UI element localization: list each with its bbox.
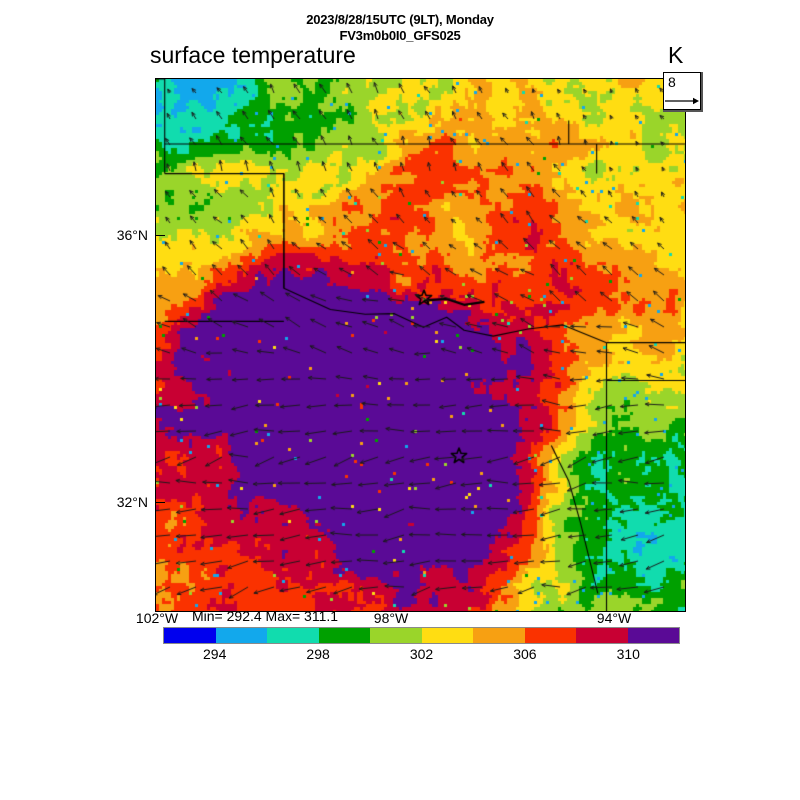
colorbar-segment-9 bbox=[627, 628, 679, 643]
wind-vector-arrow-icon bbox=[665, 97, 699, 105]
header-block: 2023/8/28/15UTC (9LT), Monday FV3m0b0I0_… bbox=[0, 0, 800, 78]
colorbar-segment-6 bbox=[473, 628, 525, 643]
colorbar-tick-label-294: 294 bbox=[203, 646, 227, 662]
colorbar-segment-4 bbox=[370, 628, 422, 643]
colorbar-tick-label-298: 298 bbox=[306, 646, 330, 662]
lat-tickmark-36N bbox=[156, 235, 165, 236]
colorbar-segment-5 bbox=[421, 628, 473, 643]
minmax-annotation: Min= 292.4 Max= 311.1 bbox=[192, 608, 339, 624]
lat-tick-label-36N: 36°N bbox=[116, 227, 148, 243]
wind-key-box bbox=[663, 72, 701, 110]
colorbar-segment-0 bbox=[164, 628, 216, 643]
wind-key-shadow bbox=[663, 72, 703, 112]
lon-tick-label-98W: 98°W bbox=[373, 610, 409, 626]
lat-tick-label-32N: 32°N bbox=[116, 494, 148, 510]
lon-tick-label-102W: 102°W bbox=[135, 610, 179, 626]
map-overlay-layer bbox=[156, 79, 685, 611]
units-label: K bbox=[668, 42, 684, 68]
colorbar-tick-label-302: 302 bbox=[409, 646, 434, 662]
date-title: 2023/8/28/15UTC (9LT), Monday bbox=[306, 12, 494, 27]
lon-tick-label-94W: 94°W bbox=[596, 610, 632, 626]
lat-tickmark-32N bbox=[156, 502, 165, 503]
colorbar[interactable] bbox=[163, 627, 680, 644]
colorbar-tick-label-306: 306 bbox=[513, 646, 537, 662]
colorbar-tick-label-310: 310 bbox=[616, 646, 640, 662]
colorbar-segment-2 bbox=[267, 628, 319, 643]
page-title: surface temperature bbox=[150, 42, 356, 68]
colorbar-segments[interactable] bbox=[163, 627, 680, 644]
colorbar-segment-8 bbox=[576, 628, 628, 643]
model-title: FV3m0b0I0_GFS025 bbox=[339, 28, 461, 43]
wind-key-value: 8 bbox=[668, 74, 676, 90]
map-plot-area[interactable] bbox=[155, 78, 686, 612]
colorbar-segment-3 bbox=[318, 628, 370, 643]
colorbar-segment-1 bbox=[215, 628, 267, 643]
colorbar-segment-7 bbox=[524, 628, 576, 643]
